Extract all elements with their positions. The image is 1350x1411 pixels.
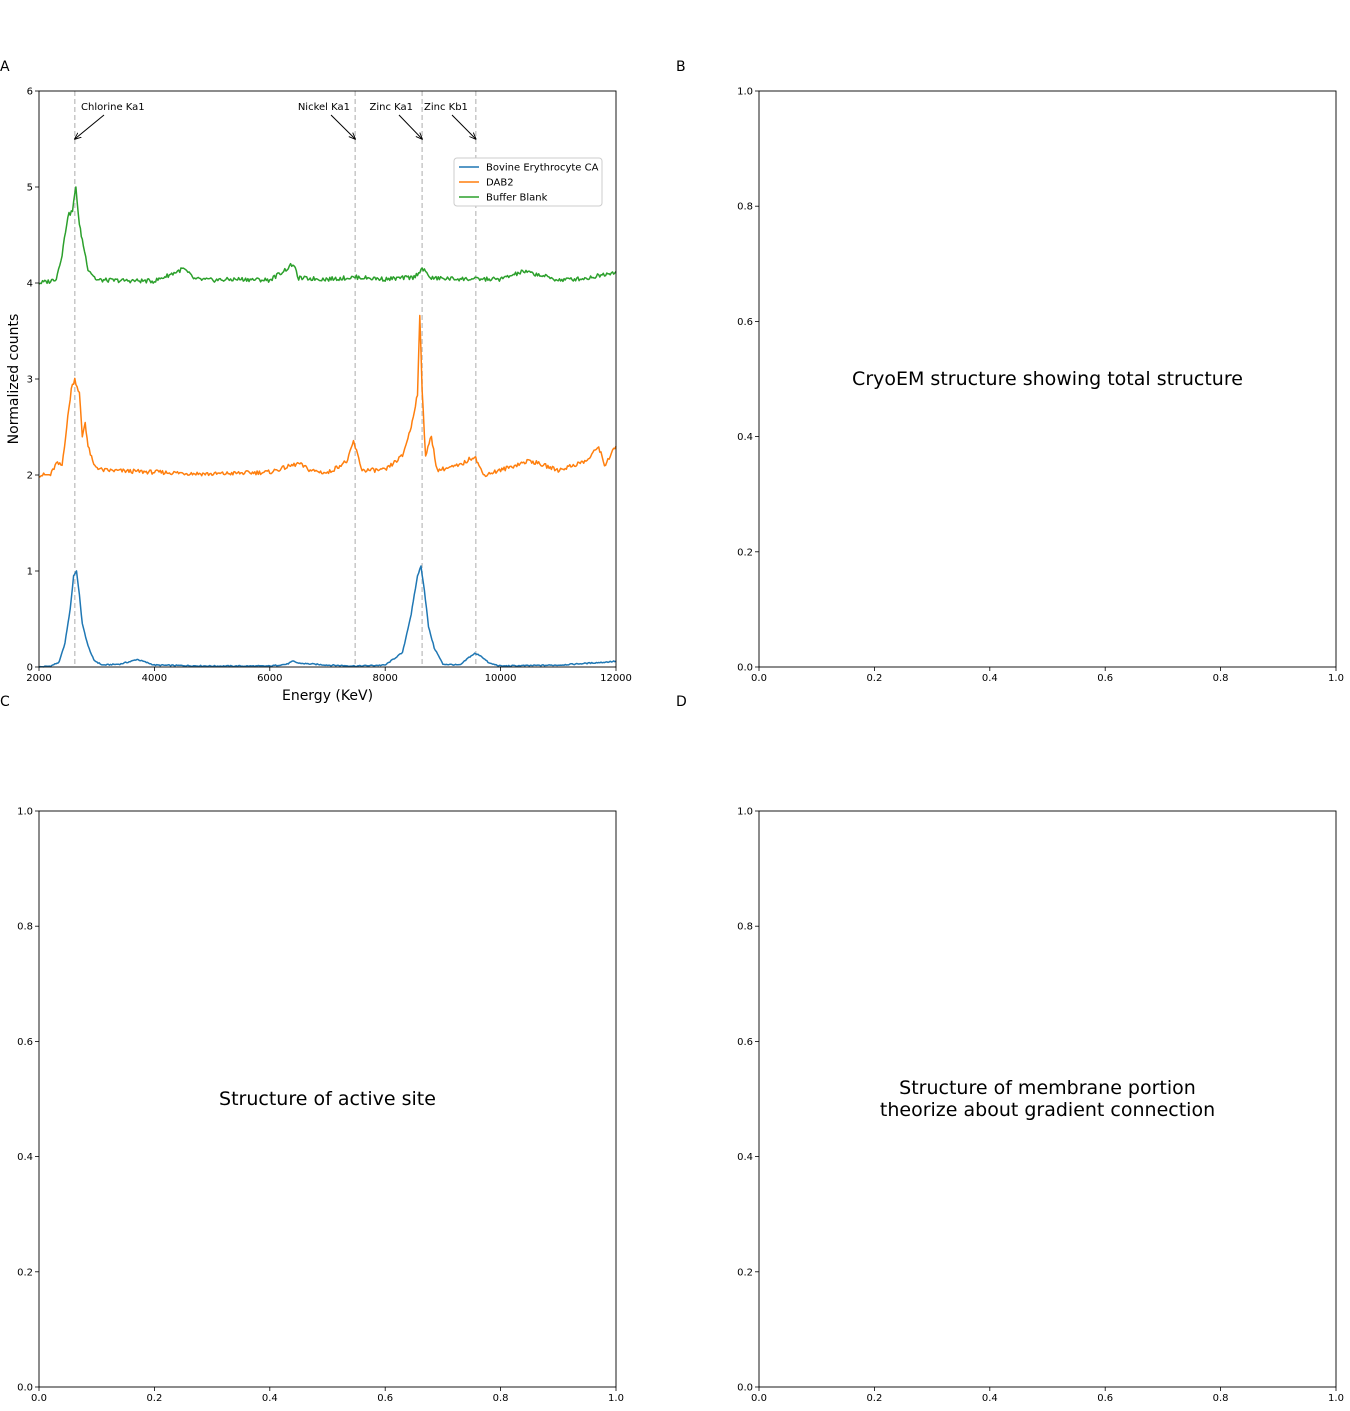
panel-c-caption: Structure of active site bbox=[219, 1088, 436, 1110]
panel-d-placeholder-axes: 0.0 0.2 0.4 0.6 0.8 1.0 0.0 0.2 0.4 0.6 0.8 1.0 Stru… bbox=[737, 807, 1344, 1405]
panel-d-letter: D bbox=[676, 694, 687, 710]
x-tick-label: 0.8 bbox=[1213, 673, 1229, 684]
y-tick-label: 0 bbox=[27, 663, 33, 674]
y-tick-label: 1.0 bbox=[737, 807, 753, 818]
panel-b-caption: CryoEM structure showing total structure bbox=[852, 368, 1243, 390]
annotation-arrow bbox=[75, 114, 105, 139]
axes-frame bbox=[758, 810, 1337, 1388]
axes-frame bbox=[758, 90, 1337, 668]
x-tick-label: 12000 bbox=[600, 673, 632, 684]
x-tick-label: 0.4 bbox=[262, 1393, 278, 1404]
y-tick-label: 4 bbox=[27, 279, 33, 290]
x-tick-label: 1.0 bbox=[608, 1393, 624, 1404]
x-tick-label: 0.2 bbox=[866, 673, 882, 684]
y-tick-label: 0.2 bbox=[737, 547, 753, 558]
x-tick-label: 0.8 bbox=[1213, 1393, 1229, 1404]
annotation-label: Zinc Ka1 bbox=[369, 102, 413, 113]
x-tick-label: 0.8 bbox=[493, 1393, 509, 1404]
series-line-1 bbox=[38, 565, 617, 669]
panel-a-letter: A bbox=[0, 59, 10, 75]
legend-entry: DAB2 bbox=[486, 178, 514, 189]
legend-entry: Buffer Blank bbox=[486, 193, 548, 204]
y-tick-label: 1.0 bbox=[737, 87, 753, 98]
legend-box bbox=[453, 157, 603, 207]
annotation-label: Zinc Kb1 bbox=[424, 102, 468, 113]
legend: Bovine Erythrocyte CA DAB2 Buffer Blank bbox=[453, 157, 603, 207]
y-tick-label: 0.6 bbox=[737, 317, 753, 328]
panel-a-spectrum-chart: 2000 4000 6000 8000 10000 12000 0 1 2 3 4 5 6 Chlorin… bbox=[6, 87, 632, 705]
y-tick-label: 6 bbox=[27, 87, 33, 98]
x-tick-label: 0.6 bbox=[377, 1393, 393, 1404]
y-tick-label: 0.8 bbox=[17, 922, 33, 933]
legend-entry: Bovine Erythrocyte CA bbox=[486, 163, 599, 174]
y-tick-label: 3 bbox=[27, 375, 33, 386]
y-tick-label: 0.2 bbox=[17, 1267, 33, 1278]
x-tick-label: 0.4 bbox=[982, 673, 998, 684]
annotation-arrow bbox=[398, 114, 422, 139]
y-tick-label: 5 bbox=[27, 183, 33, 194]
x-tick-label: 0.6 bbox=[1097, 673, 1113, 684]
panel-b-placeholder-axes: 0.0 0.2 0.4 0.6 0.8 1.0 0.0 0.2 0.4 0.6 0.8 1.0 Cryo… bbox=[737, 87, 1344, 685]
x-tick-label: 0.0 bbox=[751, 1393, 767, 1404]
x-tick-label: 4000 bbox=[142, 673, 167, 684]
annotation-label: Nickel Ka1 bbox=[298, 102, 350, 113]
x-tick-label: 0.4 bbox=[982, 1393, 998, 1404]
series-line-3 bbox=[38, 186, 617, 285]
x-tick-label: 2000 bbox=[26, 673, 51, 684]
x-axis-label: Energy (KeV) bbox=[282, 688, 373, 704]
annotation-arrow bbox=[330, 114, 355, 139]
axes-frame bbox=[38, 90, 617, 668]
y-tick-label: 0.4 bbox=[737, 432, 753, 443]
y-tick-label: 0.2 bbox=[737, 1267, 753, 1278]
x-tick-label: 10000 bbox=[485, 673, 517, 684]
annotation-arrow bbox=[451, 114, 476, 139]
x-tick-label: 6000 bbox=[257, 673, 282, 684]
y-tick-label: 1.0 bbox=[17, 807, 33, 818]
x-tick-label: 0.0 bbox=[31, 1393, 47, 1404]
panel-d-caption: Structure of membrane portion bbox=[899, 1077, 1196, 1099]
panel-b-letter: B bbox=[676, 59, 686, 75]
y-tick-label: 0.0 bbox=[737, 1383, 753, 1394]
x-tick-label: 0.2 bbox=[866, 1393, 882, 1404]
axes-frame bbox=[38, 810, 617, 1388]
x-tick-label: 8000 bbox=[372, 673, 397, 684]
y-tick-label: 0.6 bbox=[17, 1037, 33, 1048]
y-tick-label: 2 bbox=[27, 471, 33, 482]
y-tick-label: 0.0 bbox=[737, 663, 753, 674]
x-tick-label: 0.0 bbox=[751, 673, 767, 684]
y-tick-label: 0.8 bbox=[737, 922, 753, 933]
y-tick-label: 1 bbox=[27, 567, 33, 578]
series-line-2 bbox=[38, 314, 617, 478]
x-tick-label: 1.0 bbox=[1328, 1393, 1344, 1404]
y-tick-label: 0.8 bbox=[737, 202, 753, 213]
y-tick-label: 0.4 bbox=[737, 1152, 753, 1163]
x-tick-label: 0.2 bbox=[146, 1393, 162, 1404]
panel-c-placeholder-axes: 0.0 0.2 0.4 0.6 0.8 1.0 0.0 0.2 0.4 0.6 0.8 1.0 Stru… bbox=[17, 807, 624, 1405]
x-tick-label: 0.6 bbox=[1097, 1393, 1113, 1404]
y-tick-label: 0.6 bbox=[737, 1037, 753, 1048]
annotation-label: Chlorine Ka1 bbox=[81, 102, 145, 113]
y-tick-label: 0.4 bbox=[17, 1152, 33, 1163]
y-tick-label: 0.0 bbox=[17, 1383, 33, 1394]
panel-c-letter: C bbox=[0, 694, 10, 710]
x-tick-label: 1.0 bbox=[1328, 673, 1344, 684]
y-axis-label: Normalized counts bbox=[6, 314, 22, 445]
panel-d-caption: theorize about gradient connection bbox=[880, 1099, 1215, 1121]
